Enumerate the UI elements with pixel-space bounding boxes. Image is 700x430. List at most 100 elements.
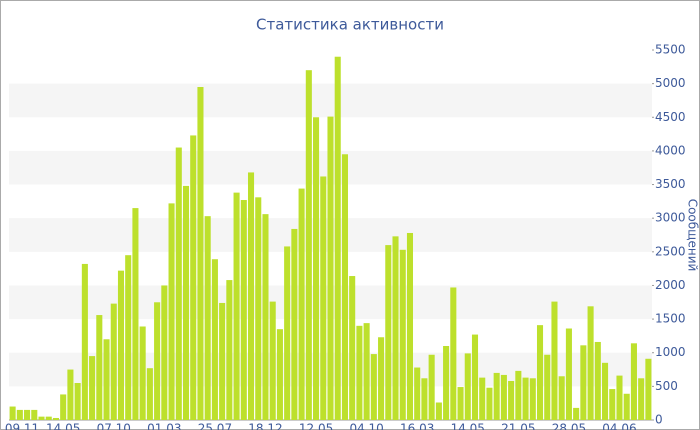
y-tick-label: 2500: [655, 244, 686, 258]
bar: [182, 185, 190, 420]
y-tick-label: 4500: [655, 110, 686, 124]
y-tick-label: 3000: [655, 211, 686, 225]
bar: [616, 375, 623, 420]
bar: [276, 329, 283, 420]
bar: [204, 216, 211, 420]
bar: [500, 374, 507, 420]
x-tick-label: 04.10: [349, 422, 383, 430]
y-tick-label: 0: [655, 413, 663, 427]
bar: [573, 407, 580, 420]
bar: [132, 208, 139, 420]
x-tick-label: 01.03: [147, 422, 181, 430]
bar: [219, 302, 226, 420]
bar: [630, 343, 637, 420]
y-tick-label: 1500: [655, 312, 686, 326]
x-tick-label: 09.11: [5, 422, 39, 430]
bar: [493, 372, 500, 420]
x-tick-label: 14.05: [451, 422, 485, 430]
x-tick-label: 18.12: [248, 422, 282, 430]
chart-title: Статистика активности: [256, 16, 444, 34]
bar: [168, 203, 175, 420]
bar: [74, 383, 81, 420]
bar: [125, 255, 132, 420]
bar: [551, 301, 558, 420]
bar: [522, 377, 529, 420]
bar: [638, 378, 645, 420]
bar: [139, 326, 146, 420]
bar: [529, 378, 536, 420]
bar: [508, 380, 515, 420]
bar: [45, 416, 52, 420]
bar: [146, 368, 153, 420]
bar: [565, 328, 572, 420]
y-tick-label: 4000: [655, 143, 686, 157]
bar: [580, 345, 587, 420]
bar: [16, 409, 23, 420]
bar: [110, 303, 117, 420]
y-tick-label: 2000: [655, 278, 686, 292]
bar: [226, 280, 233, 420]
bar: [602, 362, 609, 420]
bar: [240, 200, 247, 420]
bar: [341, 154, 348, 421]
y-tick-label: 5000: [655, 76, 686, 90]
bar: [428, 354, 435, 420]
bar: [464, 353, 471, 420]
bar: [349, 276, 356, 420]
bar: [515, 370, 522, 420]
bar: [31, 409, 38, 420]
bar: [587, 306, 594, 420]
bar: [52, 417, 59, 420]
x-tick-label: 04.06: [602, 422, 636, 430]
x-tick-label: 28.05: [552, 422, 586, 430]
bar: [609, 389, 616, 420]
bar: [96, 315, 103, 420]
bar: [320, 176, 327, 420]
bar: [623, 393, 630, 420]
y-axis-label: Сообщений: [686, 199, 700, 272]
bar: [233, 192, 240, 420]
x-tick-label: 21.05: [501, 422, 535, 430]
bar: [103, 339, 110, 420]
bar: [378, 337, 385, 420]
bar: [414, 367, 421, 420]
y-tick-label: 500: [655, 379, 678, 393]
bar: [284, 246, 291, 420]
bar: [197, 87, 204, 420]
bar: [24, 409, 31, 420]
bar: [262, 214, 269, 420]
bar: [161, 285, 168, 420]
bar: [479, 377, 486, 420]
bar: [247, 172, 255, 420]
bar: [392, 236, 399, 420]
grid-band: [9, 83, 652, 118]
bar: [536, 325, 544, 420]
bar: [81, 263, 88, 420]
bar: [486, 387, 493, 420]
bar: [154, 302, 161, 420]
bar: [334, 56, 341, 421]
bar: [175, 147, 182, 420]
bar: [327, 116, 334, 420]
bar: [370, 354, 377, 420]
bar: [255, 197, 262, 420]
bar: [645, 358, 652, 420]
bar: [269, 301, 276, 420]
bar: [211, 259, 218, 420]
x-tick-label: 12.05: [299, 422, 333, 430]
bar: [450, 287, 457, 420]
x-tick-label: 14.05: [46, 422, 80, 430]
bar: [67, 369, 74, 420]
bar: [356, 325, 363, 420]
bar: [443, 346, 450, 420]
bar: [298, 188, 305, 420]
x-tick-label: 07.10: [97, 422, 131, 430]
x-tick-label: 16.03: [400, 422, 434, 430]
bar: [435, 402, 442, 420]
bar: [38, 416, 45, 420]
y-tick-label: 3500: [655, 177, 686, 191]
bar: [363, 323, 370, 420]
bar: [421, 378, 428, 420]
bar: [9, 406, 16, 420]
